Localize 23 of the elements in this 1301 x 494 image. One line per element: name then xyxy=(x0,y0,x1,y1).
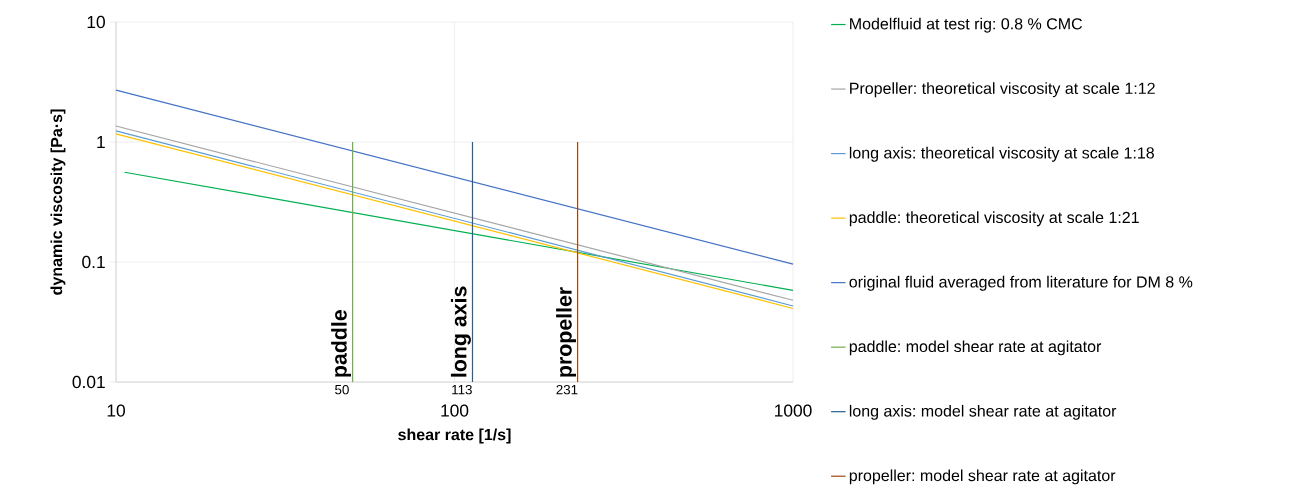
annotation: 231 xyxy=(556,384,578,395)
y-tick-label: 0.1 xyxy=(82,255,105,269)
y-tick-label: 10 xyxy=(87,15,105,29)
x-tick-label: 10 xyxy=(107,404,125,417)
y-tick-label: 1 xyxy=(97,136,105,148)
legend-label: long axis: theoretical viscosity at scale 1:18 xyxy=(849,146,1154,162)
annotation: 50 xyxy=(335,384,349,395)
x-axis-title: shear rate [1/s] xyxy=(398,428,511,444)
annotation: propeller xyxy=(556,287,576,377)
annotation: 113 xyxy=(452,384,472,395)
legend-label: Propeller: theoretical viscosity at scale 1:12 xyxy=(850,82,1155,98)
legend-label: paddle: theoretical viscosity at scale 1:21 xyxy=(849,211,1139,227)
annotation: long axis xyxy=(450,286,471,377)
x-tick-label: 100 xyxy=(441,404,469,417)
y-tick-label: 0.01 xyxy=(72,375,105,389)
legend-label: long axis: model shear rate at agitator xyxy=(849,404,1117,420)
annotation: paddle xyxy=(331,310,352,377)
legend-label: Modelfluid at test rig: 0.8 % CMC xyxy=(850,17,1083,33)
legend-label: propeller: model shear rate at agitator xyxy=(849,469,1116,485)
y-axis-title: dynamic viscosity [Pa·s] xyxy=(50,109,66,295)
legend-label: paddle: model shear rate at agitator xyxy=(849,340,1102,356)
x-tick-label: 1000 xyxy=(775,404,812,417)
legend-label: original fluid averaged from literature for DM 8 % xyxy=(849,275,1193,291)
